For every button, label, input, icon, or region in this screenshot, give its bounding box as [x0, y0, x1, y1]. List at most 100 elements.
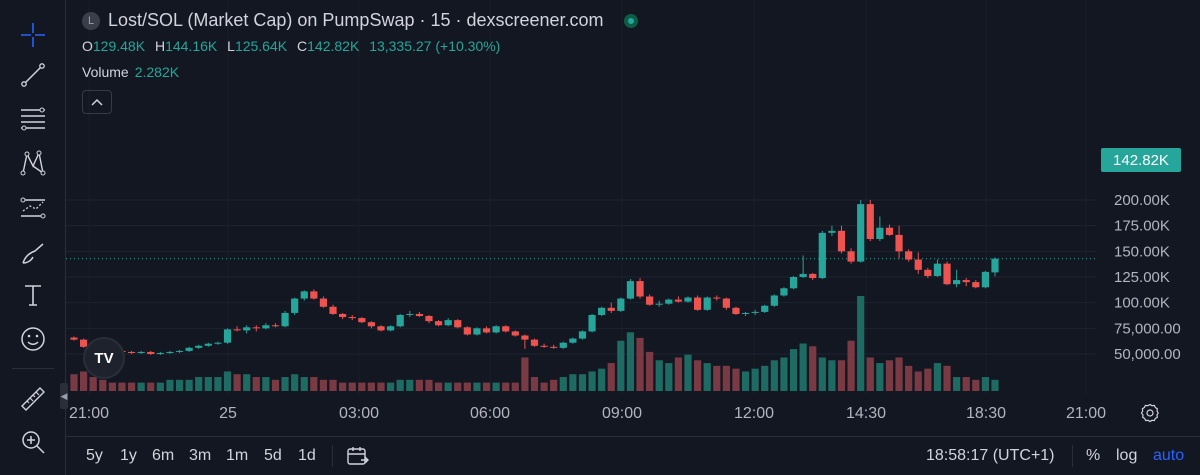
candle-body [895, 234, 903, 252]
percent-scale-toggle[interactable]: % [1086, 447, 1101, 464]
chart-title[interactable]: Lost/SOL (Market Cap) on PumpSwap · 15 ·… [108, 10, 604, 30]
x-tick-label: 06:00 [470, 405, 510, 422]
range-3m-button[interactable]: 3m [189, 447, 212, 464]
candle-body [415, 313, 423, 317]
candle-body [933, 263, 942, 276]
range-1y-button[interactable]: 1y [120, 447, 137, 464]
range-5d-button[interactable]: 5d [264, 447, 282, 464]
candle-body [809, 273, 817, 279]
auto-scale-toggle[interactable]: auto [1153, 447, 1185, 464]
volume-bar [79, 371, 88, 391]
volume-bar [789, 349, 798, 391]
candle-body [924, 269, 932, 276]
candle-body [761, 305, 769, 312]
volume-bar [617, 340, 625, 391]
volume-bar [693, 360, 702, 391]
candle-body [770, 295, 778, 306]
candle-body [655, 303, 663, 305]
candle-body [876, 227, 884, 240]
volume-bar [732, 368, 740, 391]
volume-bar [434, 382, 443, 391]
candle-body [492, 326, 500, 333]
collapse-legend-button[interactable] [82, 90, 112, 114]
candle-body [981, 271, 990, 288]
candle-body [358, 318, 366, 323]
x-tick-label: 03:00 [339, 405, 379, 422]
fib-retracement-icon[interactable] [13, 101, 53, 137]
y-tick-label: 50,000.00 [1114, 346, 1181, 363]
ohlc-high-key: H [154, 38, 166, 54]
crosshair-icon[interactable] [13, 17, 53, 53]
text-icon[interactable] [13, 277, 53, 313]
bottom-toolbar: 5y 1y 6m 3m 1m 5d 1d 18:58:17 (UTC+1) % … [66, 436, 1200, 475]
candle-body [780, 288, 788, 296]
volume-bar [492, 382, 500, 391]
candle-body [722, 298, 730, 308]
candle-body [521, 335, 529, 340]
candle-body [540, 345, 548, 347]
tradingview-logo[interactable]: TV [83, 337, 125, 379]
candle-body [271, 325, 280, 327]
candle-body [857, 204, 865, 262]
volume-bar [751, 368, 759, 391]
emoji-icon[interactable] [13, 321, 53, 357]
candle-body [828, 230, 836, 233]
toolbar-divider [12, 368, 54, 369]
ohlc-change: 13,335.27 (+10.30%) [369, 38, 501, 54]
volume-bar [933, 363, 942, 391]
volume-bar [406, 379, 414, 391]
volume-bar [329, 379, 337, 391]
xabcd-pattern-icon[interactable] [13, 145, 53, 181]
forecast-icon[interactable] [13, 190, 53, 226]
log-scale-toggle[interactable]: log [1116, 447, 1138, 464]
candlestick-chart[interactable]: 200.00K 175.00K 150.00K 125.00K 100.00K 75,00… [66, 0, 1200, 435]
volume-bar [713, 365, 721, 391]
clock-timezone[interactable]: 18:58:17 (UTC+1) [926, 447, 1055, 464]
y-tick-label: 175.00K [1114, 218, 1170, 235]
candle-body [300, 291, 308, 299]
chart-area[interactable]: 200.00K 175.00K 150.00K 125.00K 100.00K 75,00… [66, 0, 1200, 435]
volume-bar [482, 382, 491, 391]
volume-bar [147, 382, 155, 391]
candle-body [444, 320, 452, 326]
volume-bar [876, 363, 884, 391]
range-6m-button[interactable]: 6m [152, 447, 175, 464]
candle-body [185, 347, 193, 351]
chart-settings-icon[interactable] [1140, 403, 1160, 423]
volume-bar [502, 382, 510, 391]
ohlc-low-key: L [227, 38, 235, 54]
candle-body [147, 351, 155, 354]
range-1d-button[interactable]: 1d [298, 447, 316, 464]
volume-bar [291, 374, 299, 391]
toolbar-collapse-arrow-icon[interactable]: ◀ [60, 383, 68, 409]
brush-icon[interactable] [13, 235, 53, 271]
trend-line-icon[interactable] [13, 57, 53, 93]
candle-body [914, 259, 922, 270]
range-5y-button[interactable]: 5y [86, 447, 103, 464]
volume-legend: Volume 2.282K [82, 64, 179, 80]
x-tick-label: 09:00 [602, 405, 642, 422]
candle-body [693, 297, 702, 310]
y-tick-label: 200.00K [1114, 192, 1170, 209]
range-1m-button[interactable]: 1m [226, 447, 249, 464]
ruler-icon[interactable] [13, 381, 53, 417]
live-status-icon [623, 13, 638, 28]
candle-body [367, 322, 376, 327]
candle-body [348, 317, 356, 319]
candle-body [626, 281, 635, 299]
candle-body [741, 312, 750, 314]
volume-bar [655, 360, 663, 391]
ohlc-close-key: C [297, 38, 308, 54]
last-price-label: 142.82K [1101, 148, 1181, 172]
date-range-icon[interactable] [346, 445, 370, 467]
volume-bar [473, 382, 481, 391]
candle-body [751, 311, 759, 313]
volume-bar [569, 374, 577, 391]
x-tick-label: 12:00 [734, 405, 774, 422]
candle-body [454, 320, 462, 328]
volume-bar [175, 379, 184, 391]
volume-bar [953, 377, 961, 391]
y-tick-label: 125.00K [1114, 269, 1170, 286]
candle-body [156, 352, 164, 354]
zoom-in-icon[interactable] [13, 424, 53, 460]
